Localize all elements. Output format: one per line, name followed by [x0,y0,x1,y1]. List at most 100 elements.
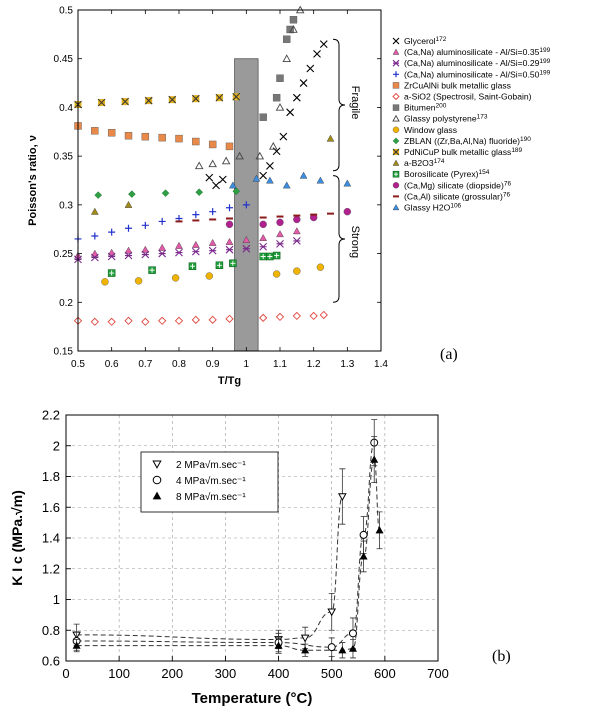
plot-frame-b [65,414,439,662]
data-point-8-mpa-m-sec [375,526,384,534]
data-point-ca-na-aluminosilicate-al-si-0-35 [175,241,183,249]
data-point-glassy-h2o [229,181,237,189]
legend-entry: 2 MPa√m.sec⁻¹ [176,459,246,471]
legend-entry: (Ca,Na) aluminosilicate - Al/Si=0.35199 [404,47,551,57]
y-tick-label-a: 0.3 [59,200,73,211]
data-point-8-mpa-m-sec [301,646,310,654]
legend-swatch [392,37,400,45]
data-point-ca-na-aluminosilicate-al-si-0-35 [90,249,99,257]
y-tick-label-a: 0.25 [54,249,74,260]
y-tick-label-b: 0.6 [42,654,60,669]
data-point-a-sio2-spectrosil-saint-gobain [191,315,200,324]
legend-entry-name: PdNiCuP bulk metallic glass [404,147,511,157]
data-point-window-glass [316,263,325,271]
x-axis-label-a: T/Tg [218,375,241,387]
data-point-2-mpa-m-sec [337,493,347,502]
x-tick-label-b: 200 [161,666,183,681]
data-point-ca-mg-silicate-diopside [225,220,234,229]
data-point-ca-na-aluminosilicate-al-si-0-50 [91,232,99,240]
fit-curve-4-mpa-m-sec [76,442,375,648]
legend-entry: (Ca,Na) aluminosilicate - Al/Si=0.50199 [404,69,551,79]
data-point-ca-na-aluminosilicate-al-si-0-29 [259,242,268,251]
legend-entry-name: (Ca,Al) silicate (grossular) [404,191,503,201]
data-point-ca-na-aluminosilicate-al-si-0-29 [90,253,99,262]
data-point-bitumen [283,35,291,43]
data-point-bitumen [276,74,284,82]
data-point-ca-na-aluminosilicate-al-si-0-29 [124,251,133,260]
data-point-ca-na-aluminosilicate-al-si-0-50 [125,224,132,232]
data-point-glassy-polystyrene [255,151,265,160]
data-point-ca-na-aluminosilicate-al-si-0-35 [158,243,167,251]
legend-swatch [392,137,400,145]
legend-entry-ref: 200 [436,103,447,110]
data-point-glycerol [292,93,301,102]
legend-entry-ref: 174 [434,158,445,165]
series-ca-na-aluminosilicate-al-si-0-35 [74,227,301,259]
x-tick-label-a: 0.9 [206,359,220,370]
data-point-glassy-h2o [299,171,308,179]
series-zblan-zr-ba-al-na-fluoride [94,187,241,199]
legend-entry-name: (Ca,Na) aluminosilicate - Al/Si=0.29 [404,58,540,68]
y-tick-label-a: 0.45 [54,54,74,65]
data-point-glassy-polystyrene [289,25,298,33]
legend-b: 2 MPa√m.sec⁻¹ 4 MPa√m.sec⁻¹ 8 MPa√m.sec⁻¹ [140,451,279,513]
data-point-ca-mg-silicate-diopside [259,220,267,229]
x-tick-label-b: 100 [108,666,130,681]
data-point-4-mpa-m-sec [348,629,357,638]
data-point-8-mpa-m-sec [274,641,283,649]
data-point-window-glass [293,267,301,275]
legend-swatch [392,59,400,67]
data-point-window-glass [272,270,281,278]
series-ca-mg-silicate-diopside [225,207,352,229]
data-point-ca-na-aluminosilicate-al-si-0-50 [158,217,166,225]
data-point-bitumen [289,16,298,24]
series-window-glass [101,263,325,286]
x-tick-label-a: 1.2 [307,359,321,370]
y-tick-label-a: 0.2 [59,298,73,309]
x-tick-label-a: 0.6 [105,359,119,370]
panel-label-b: (b) [492,648,511,665]
data-point-glassy-polystyrene [221,156,231,165]
legend-entry: 8 MPa√m.sec⁻¹ [176,491,246,503]
data-point-glycerol [306,64,315,73]
legend-entry-ref: 172 [436,36,447,43]
legend-entry: a-B2O3174 [404,158,445,168]
legend-entry-name: Window glass [404,125,457,135]
data-point-ca-na-aluminosilicate-al-si-0-29 [141,250,150,259]
legend-box-b [140,451,279,513]
data-point-borosilicate-pyrex-cross [216,262,222,268]
y-tick-label-b: 0.8 [42,623,60,638]
legend-entry: Glassy polystyrene173 [404,114,488,124]
legend-swatch [392,114,400,122]
series-ca-al-silicate-grossular [175,212,334,223]
legend-swatch [393,71,399,78]
data-point-glassy-polystyrene [275,103,285,111]
legend-entry-name: (Ca,Na) aluminosilicate - Al/Si=0.35 [404,47,540,57]
data-point-glassy-polystyrene [269,141,278,150]
data-point-pdnicup-bulk-metallic-glass-cross [168,95,177,104]
data-point-ca-na-aluminosilicate-al-si-0-35 [276,230,284,238]
legend-entry-ref: 199 [539,47,550,54]
legend-entry-name: ZBLAN ((Zr,Ba,Al,Na) fluoride) [404,136,520,146]
series-8-mpa-m-sec [72,436,384,659]
x-tick-label-a: 0.7 [138,359,152,370]
data-point-a-sio2-spectrosil-saint-gobain [208,315,217,324]
legend-entry: ZrCuAlNi bulk metallic glass [404,80,511,90]
data-point-zblan-zr-ba-al-na-fluoride [232,187,241,195]
data-point-glassy-h2o [266,176,274,184]
legend-entry-ref: 106 [450,203,461,210]
legend-swatch [152,460,162,469]
data-point-ca-mg-silicate-diopside [293,215,301,224]
chart-b: 0 100 200 300 400 500 600 700 0.6 0.8 1 1.2 1.4 1.6 1.… [9,408,449,708]
legend-entry-ref: 199 [539,69,550,76]
legend-entry-name: Glycerol [404,36,436,46]
data-point-ca-na-aluminosilicate-al-si-0-35 [141,245,150,253]
data-point-4-mpa-m-sec [327,643,336,652]
data-point-ca-na-aluminosilicate-al-si-0-29 [276,239,284,248]
data-point-glycerol [212,181,220,190]
data-point-ca-mg-silicate-diopside [343,207,352,216]
x-tick-label-b: 0 [62,666,69,681]
data-point-ca-na-aluminosilicate-al-si-0-35 [124,246,133,254]
data-point-glassy-h2o [343,179,352,187]
data-point-borosilicate-pyrex-cross [274,253,280,259]
